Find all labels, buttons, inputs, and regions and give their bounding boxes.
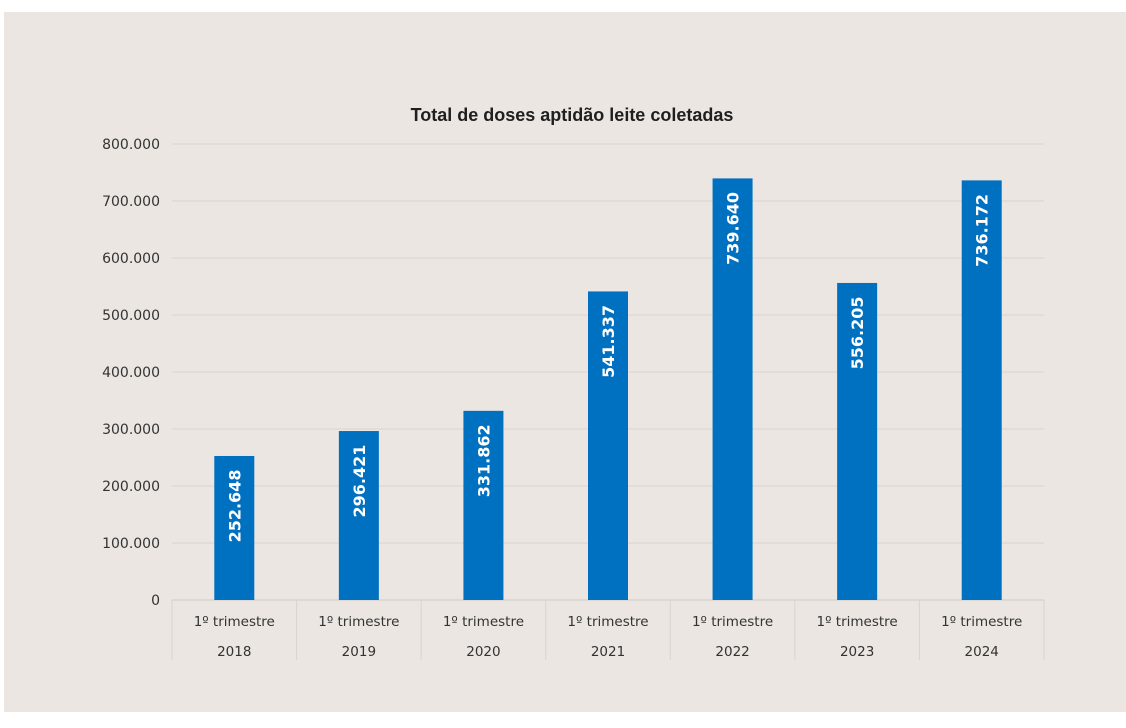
bars: 252.648 296.421 331.862 541.337 739.640 556.2… [214, 178, 1002, 600]
bar-data-label: 296.421 [350, 445, 369, 518]
x-tick-year: 2022 [715, 644, 749, 660]
x-tick-label: 1º trimestre [443, 614, 524, 630]
x-tick-year: 2018 [217, 644, 251, 660]
bar [712, 178, 753, 600]
chart-panel [4, 12, 1126, 712]
x-tick-label: 1º trimestre [941, 614, 1022, 630]
y-axis: 0 100.000 200.000 300.000 400.000 500.000 600.… [102, 137, 160, 609]
y-tick-label: 100.000 [102, 536, 160, 552]
x-tick-label: 1º trimestre [567, 614, 648, 630]
x-tick-label: 1º trimestre [817, 614, 898, 630]
bar-data-label: 736.172 [973, 194, 992, 267]
bar-data-label: 739.640 [724, 192, 743, 265]
bar [214, 455, 255, 600]
x-tick-label: 1º trimestre [318, 614, 399, 630]
x-tick-label: 1º trimestre [194, 614, 275, 630]
bar-data-label: 252.648 [225, 470, 244, 543]
x-tick-year: 2024 [965, 644, 999, 660]
y-tick-label: 400.000 [102, 365, 160, 381]
bar [961, 180, 1002, 600]
bar-data-label: 541.337 [599, 305, 618, 378]
chart-title: Total de doses aptidão leite coletadas [411, 105, 734, 125]
y-tick-label: 700.000 [102, 194, 160, 210]
y-tick-label: 500.000 [102, 308, 160, 324]
bar [837, 282, 878, 600]
x-axis: 1º trimestre 2018 1º trimestre 2019 1º trime… [171, 600, 1045, 660]
y-tick-label: 600.000 [102, 251, 160, 267]
bar [588, 291, 628, 600]
x-tick-year: 2019 [342, 644, 376, 660]
y-tick-label: 300.000 [102, 422, 160, 438]
x-tick-label: 1º trimestre [692, 614, 773, 630]
bar-data-label: 556.205 [848, 297, 867, 370]
x-tick-year: 2020 [466, 644, 500, 660]
x-tick-year: 2021 [591, 644, 625, 660]
bar-data-label: 331.862 [474, 424, 493, 497]
y-tick-label: 200.000 [102, 479, 160, 495]
y-tick-label: 800.000 [102, 137, 160, 153]
bar [463, 410, 504, 600]
x-tick-year: 2023 [840, 644, 874, 660]
bar [338, 431, 379, 600]
y-tick-label: 0 [151, 593, 160, 609]
